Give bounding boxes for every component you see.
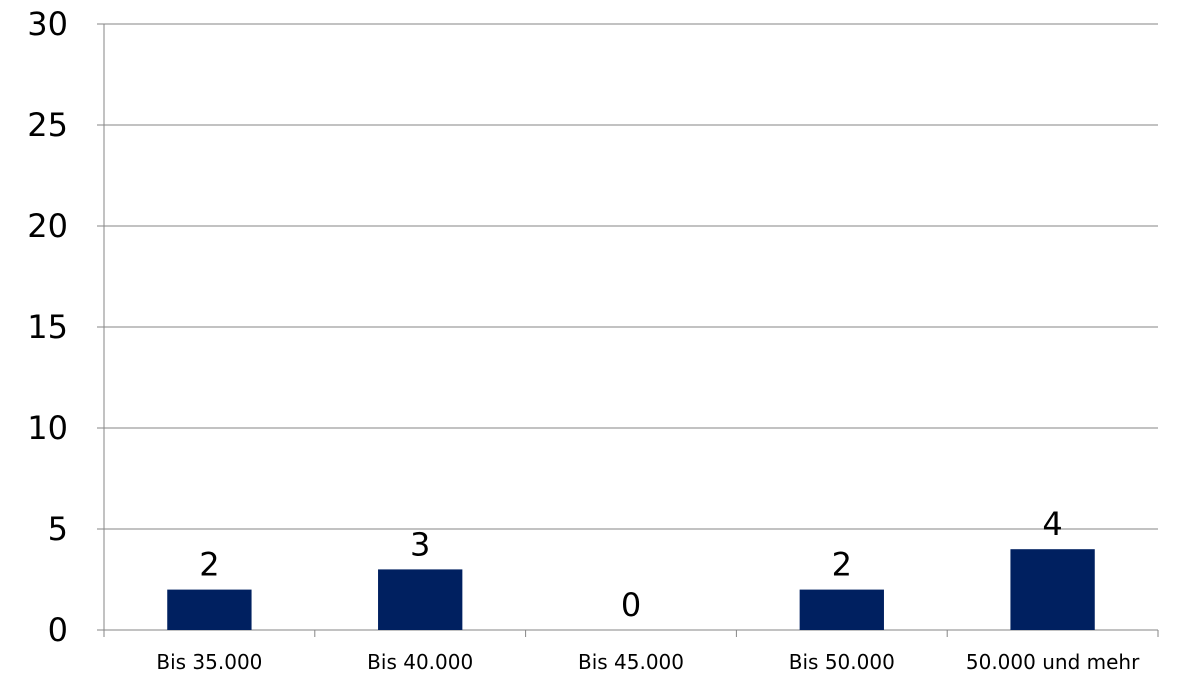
data-label: 2 bbox=[832, 546, 852, 584]
gridlines bbox=[104, 23, 1158, 530]
x-tick-label: Bis 50.000 bbox=[789, 650, 895, 673]
bar bbox=[799, 589, 884, 630]
x-tick-label: Bis 40.000 bbox=[367, 650, 473, 673]
y-tick-label: 25 bbox=[27, 106, 68, 144]
y-tick-labels: 0 5 10 15 20 25 30 bbox=[27, 5, 68, 649]
x-tick-label: Bis 45.000 bbox=[578, 650, 684, 673]
y-tick-label: 10 bbox=[27, 409, 68, 447]
data-label: 0 bbox=[621, 586, 641, 624]
x-tick-label: 50.000 und mehr bbox=[966, 650, 1140, 673]
bars bbox=[167, 549, 1095, 630]
data-label: 4 bbox=[1042, 505, 1062, 543]
y-tick-label: 15 bbox=[27, 308, 68, 346]
y-tick-label: 0 bbox=[48, 611, 68, 649]
y-tick-label: 30 bbox=[27, 5, 68, 43]
x-tick-label: Bis 35.000 bbox=[156, 650, 262, 673]
y-tick-label: 5 bbox=[48, 510, 68, 548]
bar bbox=[378, 569, 463, 630]
bar bbox=[1010, 549, 1095, 630]
bar bbox=[167, 589, 252, 630]
data-label: 2 bbox=[199, 546, 219, 584]
y-tick-label: 20 bbox=[27, 207, 68, 245]
axes bbox=[97, 23, 1159, 637]
data-labels: 2 3 0 2 4 bbox=[199, 505, 1063, 624]
x-tick-labels: Bis 35.000 Bis 40.000 Bis 45.000 Bis 50.000… bbox=[156, 650, 1140, 673]
data-label: 3 bbox=[410, 525, 430, 563]
